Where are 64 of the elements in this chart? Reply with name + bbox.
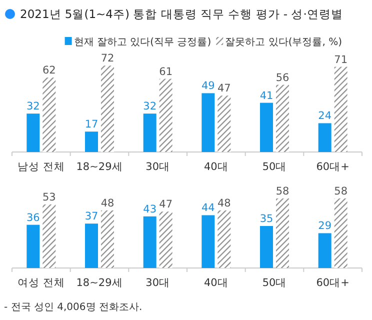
data-label: 17: [84, 118, 98, 131]
bar: [85, 132, 98, 152]
chart-title: 2021년 5월(1~4주) 통합 대통령 직무 수행 평가 - 성·연령별: [20, 7, 343, 21]
bar: [276, 198, 289, 268]
bar: [260, 102, 273, 152]
data-label: 72: [100, 52, 114, 65]
data-label: 58: [276, 185, 290, 198]
legend-label: 잘못하고 있다(부정률, %): [225, 37, 342, 48]
bar: [202, 93, 215, 152]
data-label: 56: [276, 72, 290, 84]
data-label: 32: [26, 100, 40, 113]
data-label: 35: [260, 213, 274, 225]
text: - 전국 성인 4,006명 전화조사.: [4, 302, 142, 313]
x-tick-label: 여성 전체: [17, 277, 65, 289]
data-label: 44: [201, 202, 216, 214]
bar: [334, 198, 348, 268]
data-label: 48: [217, 197, 231, 210]
bar: [26, 224, 40, 268]
bar: [334, 66, 348, 152]
x-tick-label: 18~29세: [76, 161, 123, 173]
data-label: 48: [100, 197, 114, 210]
x-tick-label: 50대: [262, 161, 287, 173]
bar: [202, 215, 215, 268]
data-label: 41: [260, 90, 274, 102]
data-label: 58: [334, 185, 348, 198]
bar: [318, 123, 332, 152]
bar: [159, 78, 172, 152]
data-label: 62: [42, 64, 56, 77]
bar: [218, 96, 231, 152]
x-tick-label: 30대: [146, 161, 170, 173]
bar: [260, 226, 273, 268]
data-label: 47: [159, 198, 173, 211]
bar: [85, 224, 98, 268]
bar: [143, 114, 156, 152]
data-label: 37: [84, 210, 98, 223]
data-label: 61: [159, 66, 173, 78]
x-tick-label: 30대: [146, 277, 170, 289]
x-tick-label: 50대: [262, 277, 287, 289]
bar: [318, 233, 332, 268]
legend-label: 현재 잘하고 있다(직무 긍정률): [74, 37, 212, 48]
data-label: 49: [201, 80, 215, 92]
data-label: 29: [318, 220, 332, 232]
x-tick-label: 40대: [204, 161, 228, 173]
data-label: 47: [217, 82, 231, 95]
bar: [276, 84, 289, 152]
data-label: 32: [143, 100, 157, 113]
bar: [101, 66, 114, 152]
bar: [218, 210, 231, 268]
bar: [143, 216, 156, 268]
data-label: 43: [143, 203, 157, 216]
x-tick-label: 18~29세: [76, 277, 123, 289]
data-label: 24: [318, 110, 332, 122]
x-tick-label: 40대: [204, 277, 228, 289]
x-tick-label: 남성 전체: [17, 161, 65, 173]
bar: [159, 212, 172, 268]
data-label: 71: [334, 54, 348, 66]
bar: [101, 210, 114, 268]
x-tick-label: 60대+: [316, 277, 350, 289]
x-tick-label: 60대+: [316, 161, 350, 173]
bar: [42, 78, 56, 152]
data-label: 36: [26, 212, 40, 224]
bar: [42, 204, 56, 268]
data-label: 53: [42, 191, 56, 204]
bar: [26, 114, 40, 152]
